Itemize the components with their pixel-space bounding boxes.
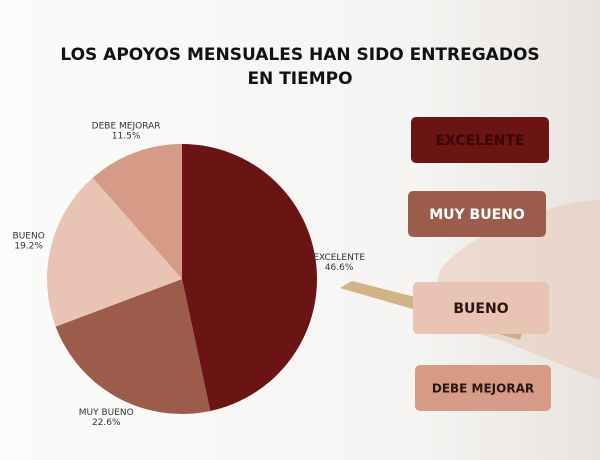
pie-slice — [55, 279, 211, 414]
legend-label: MUY BUENO — [429, 207, 525, 223]
legend-label: BUENO — [453, 301, 508, 317]
pie-slice — [47, 177, 183, 327]
chart-title-text: LOS APOYOS MENSUALES HAN SIDO ENTREGADOS… — [60, 45, 539, 89]
legend: EXCELENTE MUY BUENO BUENO DEBE MEJORAR — [408, 117, 551, 411]
legend-label: DEBE MEJORAR — [432, 382, 534, 396]
slice-value-label: 11.5% — [112, 132, 141, 142]
slice-label: BUENO — [13, 231, 45, 241]
legend-swatch — [411, 117, 549, 163]
slice-label: EXCELENTE — [313, 253, 365, 263]
slice-label: MUY BUENO — [79, 408, 134, 418]
chart-title: LOS APOYOS MENSUALES HAN SIDO ENTREGADOS… — [60, 45, 539, 89]
legend-swatch — [413, 282, 549, 334]
slice-value-label: 46.6% — [325, 263, 354, 273]
legend-swatch — [408, 191, 546, 237]
legend-swatch — [415, 365, 551, 411]
slice-label: DEBE MEJORAR — [92, 122, 161, 132]
pie-slice — [182, 144, 318, 412]
legend-label: EXCELENTE — [435, 133, 524, 149]
pie-slice — [92, 144, 182, 279]
slice-value-label: 19.2% — [14, 241, 43, 251]
slice-value-label: 22.6% — [92, 418, 121, 428]
